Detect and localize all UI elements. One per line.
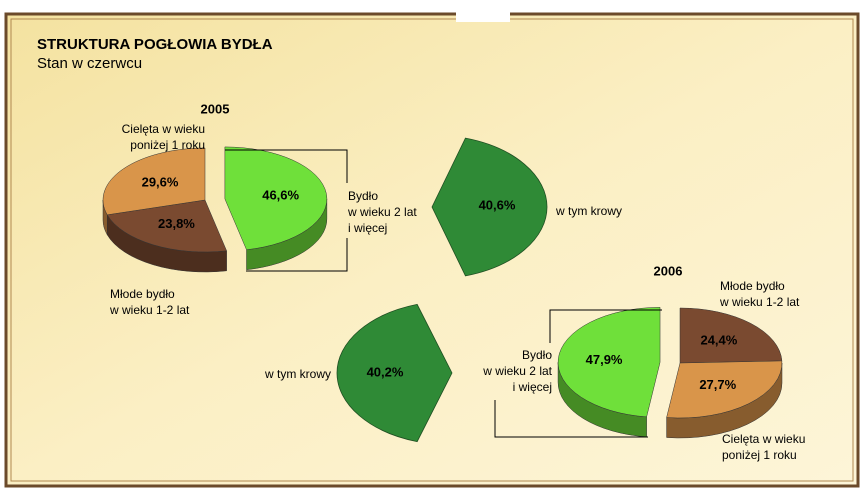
category-label: Młode bydło xyxy=(720,279,785,293)
value-label: 47,9% xyxy=(586,352,623,367)
value-label: 27,7% xyxy=(699,377,736,392)
category-label: Cielęta w wieku xyxy=(722,432,805,446)
value-label: 24,4% xyxy=(700,333,737,348)
category-label: w wieku 2 lat xyxy=(347,205,417,219)
slice xyxy=(106,199,227,253)
detail-value-label: 40,6% xyxy=(479,197,516,212)
value-label: 23,8% xyxy=(158,216,195,231)
slice xyxy=(224,146,328,251)
frame-inner xyxy=(10,18,854,482)
pie-title: 2005 xyxy=(201,101,230,116)
slice xyxy=(666,360,783,419)
category-label: Bydło xyxy=(348,189,378,203)
detail-value-label: 40,2% xyxy=(367,364,404,379)
category-label: w wieku 1-2 lat xyxy=(109,303,190,317)
chart-title: STRUKTURA POGŁOWIA BYDŁA xyxy=(37,36,273,53)
detail-label: w tym krowy xyxy=(555,204,622,218)
connector xyxy=(494,400,648,438)
connector xyxy=(225,149,348,183)
connector xyxy=(246,238,348,272)
frame-notch xyxy=(456,8,510,22)
category-label: Młode bydło xyxy=(110,287,175,301)
chart-subtitle: Stan w czerwcu xyxy=(37,55,142,72)
category-label: poniżej 1 roku xyxy=(722,448,797,462)
value-label: 46,6% xyxy=(262,187,299,202)
category-label: i więcej xyxy=(348,221,387,235)
category-label: poniżej 1 roku xyxy=(130,138,205,152)
category-label: i więcej xyxy=(513,380,552,394)
category-label: w wieku 2 lat xyxy=(482,364,552,378)
detail-wedge xyxy=(336,303,453,443)
category-label: Cielęta w wieku xyxy=(122,122,205,136)
connector xyxy=(549,309,662,343)
value-label: 29,6% xyxy=(142,174,179,189)
slice xyxy=(557,307,661,418)
detail-label: w tym krowy xyxy=(264,367,331,381)
slice xyxy=(102,147,206,216)
category-label: Bydło xyxy=(522,348,552,362)
category-label: w wieku 1-2 lat xyxy=(719,295,800,309)
pie-title: 2006 xyxy=(654,263,683,278)
detail-wedge xyxy=(431,137,548,277)
slice xyxy=(679,307,783,364)
